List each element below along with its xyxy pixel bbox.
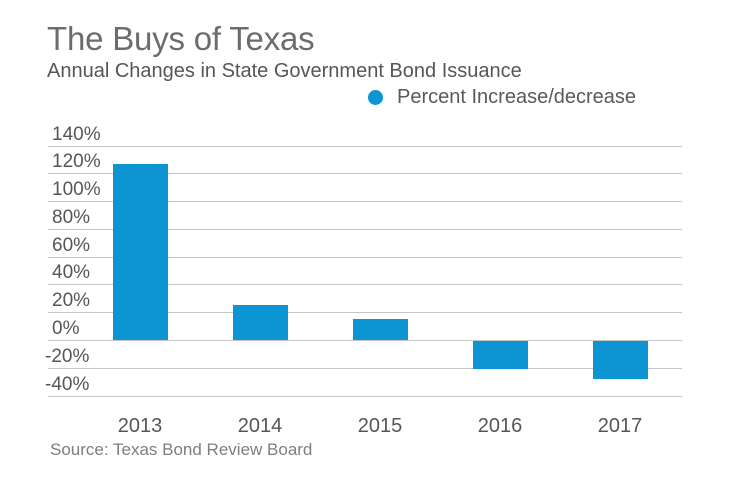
- y-axis-tick-label: 20%: [52, 290, 91, 311]
- bar-2014: [232, 305, 288, 340]
- chart-subtitle: Annual Changes in State Government Bond …: [47, 60, 522, 82]
- y-axis-tick-label: 120%: [52, 151, 101, 172]
- gridline: [48, 396, 682, 397]
- x-axis-tick-label: 2016: [477, 415, 523, 437]
- y-axis-tick-label: 80%: [52, 207, 91, 228]
- bar-2013: [112, 164, 168, 340]
- x-axis-tick-label: 2015: [357, 415, 403, 437]
- bar-2015: [352, 319, 408, 340]
- legend: Percent Increase/decrease: [368, 86, 636, 108]
- legend-label: Percent Increase/decrease: [397, 85, 637, 108]
- y-axis-tick-label: -20%: [45, 346, 90, 367]
- gridline: [48, 257, 682, 258]
- y-axis-tick-label: 60%: [52, 235, 91, 256]
- y-axis-tick-label: -40%: [45, 374, 90, 395]
- chart-title: The Buys of Texas: [47, 20, 315, 57]
- y-axis-tick-label: 100%: [52, 179, 101, 200]
- y-axis-tick-label: 140%: [52, 124, 101, 145]
- y-axis-tick-label: 40%: [52, 262, 91, 283]
- gridline: [48, 284, 682, 285]
- gridline: [48, 340, 682, 341]
- gridline: [48, 201, 682, 202]
- bar-2016: [472, 341, 528, 369]
- gridline: [48, 173, 682, 174]
- source-note: Source: Texas Bond Review Board: [50, 440, 313, 459]
- x-axis-tick-label: 2017: [597, 415, 643, 437]
- y-axis-tick-label: 0%: [52, 318, 80, 339]
- gridline: [48, 368, 682, 369]
- gridline: [48, 312, 682, 313]
- bar-2017: [592, 341, 648, 379]
- gridline: [48, 146, 682, 147]
- x-axis-tick-label: 2013: [117, 415, 163, 437]
- legend-marker-icon: [368, 89, 383, 105]
- x-axis-tick-label: 2014: [237, 415, 283, 437]
- gridline: [48, 229, 682, 230]
